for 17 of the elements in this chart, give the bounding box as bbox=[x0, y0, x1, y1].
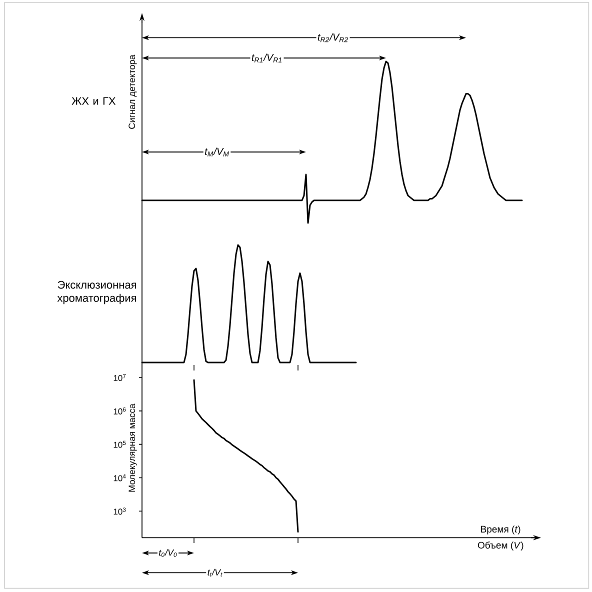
text: t$_{R2}$/V$_{R2}$ bbox=[318, 33, 348, 42]
y-axis-title: Сигнал детектора bbox=[128, 54, 137, 129]
y-tick-label: 10$^{6}$ bbox=[114, 407, 126, 414]
y-tick-label: 10$^{7}$ bbox=[114, 374, 126, 382]
annotation: t$_{M}$/V$_{M}$ bbox=[205, 148, 229, 156]
y-tick-label: 10$^{5}$ bbox=[114, 440, 126, 448]
text: Объем (V) bbox=[478, 542, 524, 550]
text: Эксклюзионная хроматография bbox=[57, 280, 136, 304]
annotation: t$_{R1}$/V$_{R1}$ bbox=[252, 54, 282, 62]
y-tick-label: 10$^{4}$ bbox=[114, 474, 126, 482]
y-axis-title: Молекулярная масса bbox=[128, 404, 137, 492]
y-tick-label: 10$^{3}$ bbox=[114, 508, 126, 515]
text: t$_{t}$/V$_{t}$ bbox=[208, 568, 222, 576]
line-series bbox=[193, 379, 299, 533]
x-axis-title: Время (t) bbox=[481, 526, 520, 534]
text: t$_{0}$/V$_{0}$ bbox=[159, 549, 177, 557]
text: ЖХ и ГХ bbox=[72, 97, 116, 105]
